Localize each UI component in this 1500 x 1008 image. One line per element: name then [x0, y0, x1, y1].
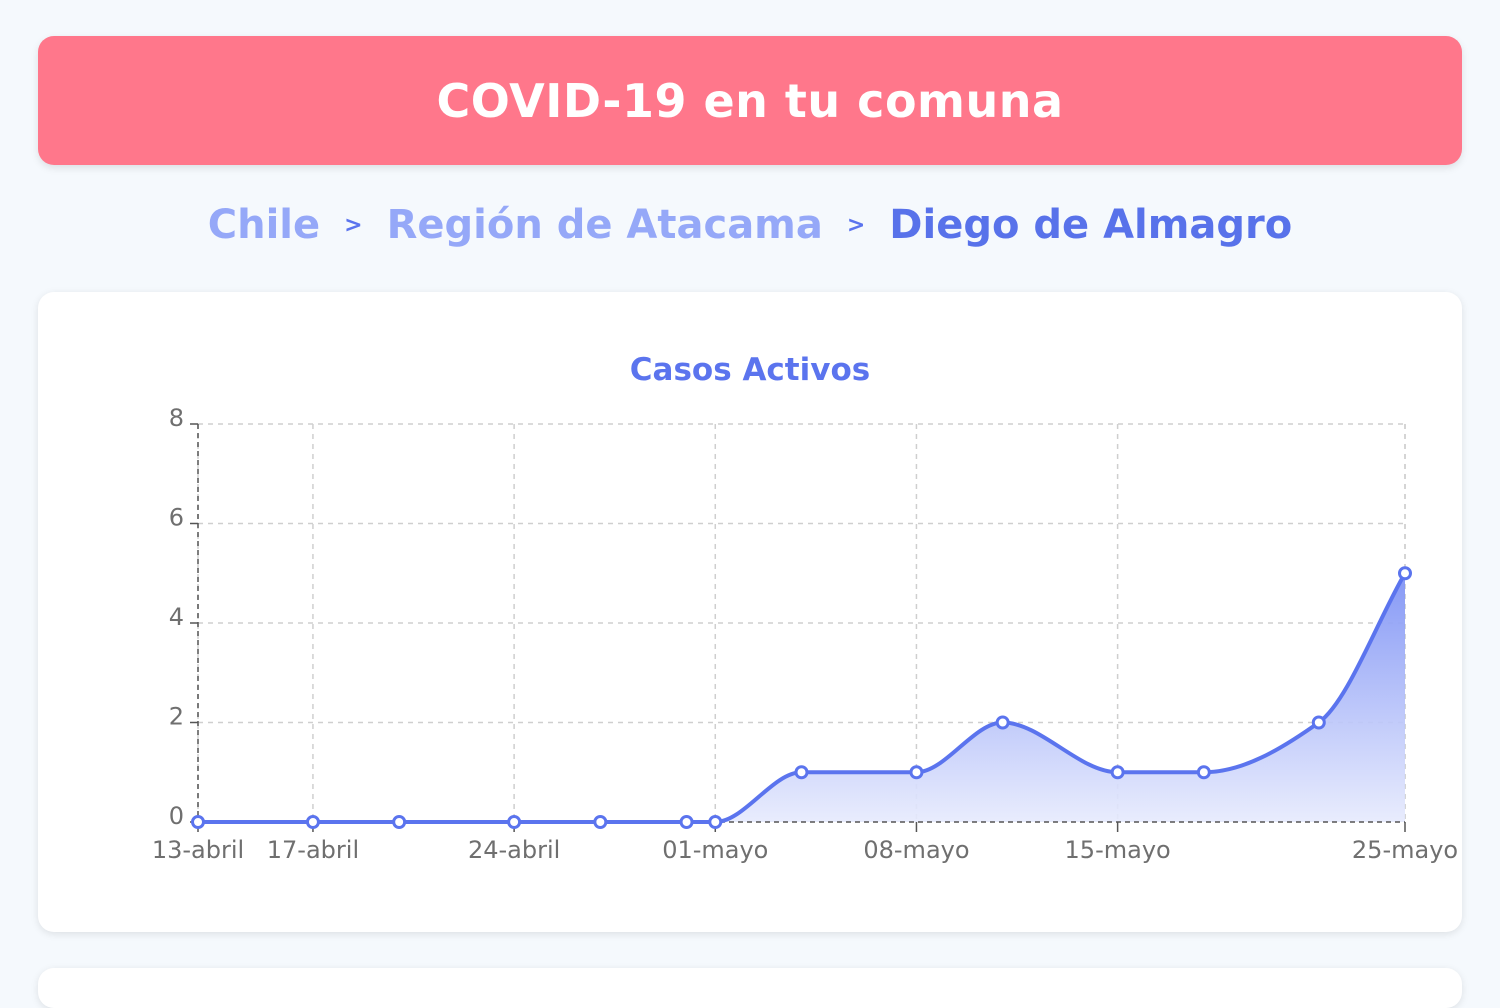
- breadcrumb-region[interactable]: Región de Atacama: [386, 202, 823, 248]
- x-tick-label: 01-mayo: [662, 836, 768, 864]
- y-tick-label: 8: [169, 404, 184, 432]
- y-tick-label: 6: [169, 504, 184, 532]
- data-point: [995, 715, 1010, 730]
- x-tick-label: 17-abril: [267, 836, 359, 864]
- active-cases-chart: 0 2 4 6 8 13-abril 17-abril 24-abril 01-mayo 08-m…: [152, 404, 1458, 864]
- breadcrumb-commune: Diego de Almagro: [889, 202, 1293, 248]
- x-tick-label: 13-abril: [152, 836, 244, 864]
- data-point: [1110, 765, 1125, 780]
- data-point: [708, 815, 723, 829]
- data-point: [507, 815, 522, 829]
- data-point: [191, 815, 205, 829]
- data-point: [794, 765, 809, 780]
- x-tick-label: 15-mayo: [1065, 836, 1171, 864]
- data-point: [593, 815, 608, 829]
- breadcrumb-separator: >: [344, 212, 363, 238]
- breadcrumb: Chile > Región de Atacama > Diego de Alm…: [0, 195, 1500, 255]
- page-header: COVID-19 en tu comuna: [38, 36, 1462, 165]
- series-area: [198, 573, 1405, 822]
- data-point: [679, 815, 694, 829]
- breadcrumb-separator: >: [846, 212, 866, 238]
- data-point: [305, 815, 320, 829]
- data-point: [1311, 715, 1326, 730]
- page-title: COVID-19 en tu comuna: [436, 73, 1064, 128]
- data-point: [909, 765, 924, 780]
- chart-card: [38, 292, 1462, 932]
- y-tick-label: 4: [169, 603, 184, 631]
- chart-title: Casos Activos: [629, 352, 871, 388]
- y-tick-label: 2: [169, 703, 184, 731]
- data-point: [1398, 566, 1412, 581]
- data-point: [1196, 765, 1211, 780]
- x-tick-label: 25-mayo: [1352, 836, 1458, 864]
- breadcrumb-country[interactable]: Chile: [207, 202, 321, 248]
- y-tick-label: 0: [169, 802, 184, 830]
- x-tick-label: 24-abril: [468, 836, 560, 864]
- x-tick-label: 08-mayo: [863, 836, 969, 864]
- data-point: [392, 815, 407, 829]
